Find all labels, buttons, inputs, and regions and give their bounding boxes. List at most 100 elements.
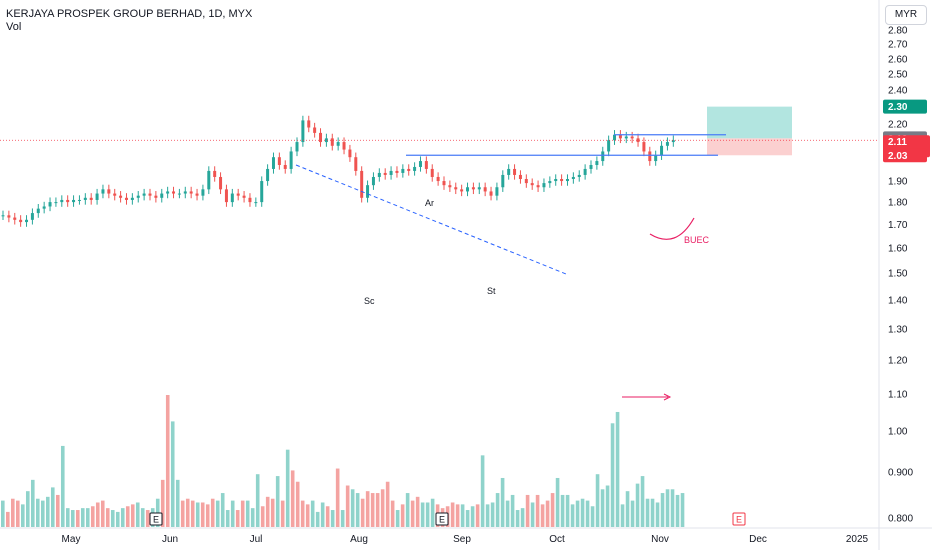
symbol-title[interactable]: KERJAYA PROSPEK GROUP BERHAD, 1D, MYX	[6, 8, 253, 20]
price-tick-label: 2.70	[888, 40, 908, 51]
price-bar-body	[660, 145, 664, 156]
volume-bar	[365, 491, 370, 527]
price-bar-body	[395, 170, 399, 173]
volume-bar	[280, 500, 285, 527]
volume-bar	[385, 481, 390, 527]
volume-bar	[30, 479, 35, 527]
time-axis[interactable]: May Jun Jul Aug Sep Oct Nov Dec 2025	[0, 527, 932, 545]
price-bar-body	[201, 189, 205, 196]
price-tick-label: 1.30	[888, 324, 908, 335]
volume-bar	[675, 494, 680, 527]
price-bar-body	[348, 149, 352, 158]
time-tick-label: 2025	[846, 534, 869, 545]
price-bar-body	[360, 170, 364, 198]
price-bar-body	[371, 176, 375, 186]
volume-bar	[420, 502, 425, 527]
trend-arrow-head[interactable]	[663, 393, 672, 401]
price-bar-body	[60, 199, 64, 203]
target-zone[interactable]	[707, 106, 792, 139]
price-tick-label: 1.80	[888, 198, 908, 209]
volume-bar	[315, 511, 320, 527]
annotation-sc[interactable]: Sc	[364, 296, 375, 306]
stop-price-badge[interactable]	[883, 148, 927, 163]
price-bar-body	[377, 172, 381, 177]
annotation-ar[interactable]: Ar	[425, 198, 434, 208]
volume-bar	[130, 504, 135, 527]
stop-zone[interactable]	[707, 138, 792, 156]
annotation-st[interactable]: St	[487, 286, 496, 296]
price-bar-body	[507, 168, 511, 175]
annotation-buec[interactable]: BUEC	[684, 235, 710, 245]
plot-layer	[1, 115, 685, 527]
price-bar-body	[536, 185, 540, 188]
price-tick-label: 2.40	[888, 86, 908, 97]
price-bar-body	[665, 142, 669, 146]
earnings-marker-label: E	[153, 515, 159, 525]
price-bar-body	[136, 195, 140, 198]
volume-bar	[470, 506, 475, 527]
volume-bar	[90, 506, 95, 527]
earnings-marker[interactable]	[732, 512, 746, 526]
price-bar-body	[448, 185, 452, 188]
volume-bar	[620, 504, 625, 527]
price-bar-body	[254, 202, 258, 204]
price-bar-body	[130, 197, 134, 200]
price-bar-body	[301, 120, 305, 143]
price-bar-body	[236, 193, 240, 196]
price-bar-body	[107, 189, 111, 194]
price-axis[interactable]: 2.80 2.70 2.60 2.50 2.40 2.30 2.20 1.90 1.80 1.70…	[878, 0, 930, 550]
price-bar-body	[518, 174, 522, 180]
price-bar-body	[142, 193, 146, 196]
price-bar-body	[383, 172, 387, 175]
price-bar-body	[195, 193, 199, 196]
volume-bar	[65, 508, 70, 527]
volume-indicator-label[interactable]: Vol	[6, 21, 22, 33]
price-bar-body	[413, 166, 417, 171]
volume-bar	[380, 489, 385, 527]
volume-bar	[185, 498, 190, 527]
price-bar-body	[366, 185, 370, 198]
volume-bar	[40, 500, 45, 527]
price-bar-body	[589, 164, 593, 169]
buec-arc[interactable]	[649, 217, 695, 240]
time-tick-label: Aug	[350, 534, 368, 545]
volume-bar	[35, 498, 40, 527]
price-tick-label: 2.80	[888, 26, 908, 37]
price-tick-label: 1.90	[888, 177, 908, 188]
price-bar-body	[154, 195, 158, 198]
price-bar-body	[271, 157, 275, 169]
price-bar-body	[442, 181, 446, 186]
price-bar-body	[460, 189, 464, 192]
volume-bar	[320, 502, 325, 527]
price-bar-body	[189, 191, 193, 194]
price-bar-body	[613, 134, 617, 141]
price-tick-label: 1.10	[888, 389, 908, 400]
price-bar-body	[330, 138, 334, 146]
volume-bar	[180, 500, 185, 527]
earnings-marker[interactable]	[435, 512, 449, 526]
price-bar-body	[577, 174, 581, 177]
earnings-marker[interactable]	[149, 512, 163, 526]
price-bar-body	[501, 174, 505, 188]
volume-bar	[95, 502, 100, 527]
volume-bar	[485, 504, 490, 527]
volume-bar	[300, 500, 305, 527]
volume-bar	[430, 498, 435, 527]
volume-bar	[240, 500, 245, 527]
volume-bar	[495, 493, 500, 527]
volume-bar	[585, 500, 590, 527]
target-price-badge[interactable]	[883, 99, 927, 114]
price-bar-body	[513, 168, 517, 175]
last-price-badge-label: 2.11	[888, 137, 907, 148]
volume-bar	[545, 500, 550, 527]
volume-bar	[230, 500, 235, 527]
currency-button[interactable]: MYR	[885, 5, 927, 25]
volume-bar	[335, 468, 340, 527]
price-bar-body	[160, 193, 164, 198]
price-bar-body	[607, 140, 611, 152]
volume-bar	[205, 504, 210, 527]
price-tick-label: 1.70	[888, 220, 908, 231]
volume-bar	[560, 494, 565, 527]
volume-bar	[25, 491, 30, 527]
